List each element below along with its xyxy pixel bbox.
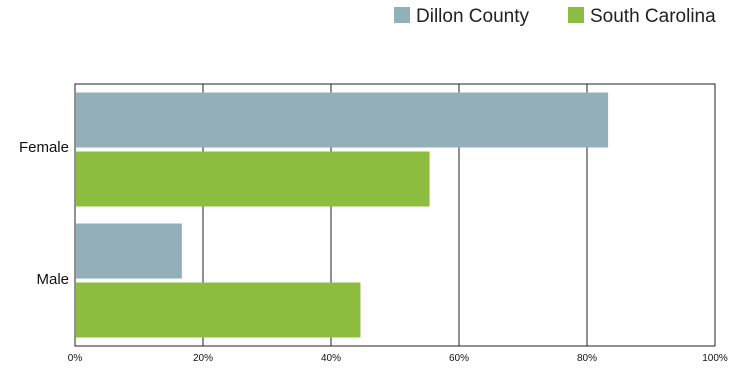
x-tick-label-3: 60% (449, 353, 469, 364)
x-tick-label-0: 0% (68, 353, 83, 364)
legend-swatch-south-carolina (568, 7, 584, 23)
legend-label-south-carolina: South Carolina (590, 6, 716, 27)
x-tick-label-4: 80% (577, 353, 597, 364)
legend-label-dillon-county: Dillon County (416, 6, 529, 27)
bar-male-south-carolina (76, 282, 361, 338)
plot-border (74, 83, 716, 347)
bar-male-dillon-county (76, 223, 182, 279)
legend-swatch-dillon-county (394, 7, 410, 23)
x-tick-label-2: 40% (321, 353, 341, 364)
x-tick-labels: 0% 20% 40% 60% 80% 100% (68, 353, 728, 364)
x-tick-label-1: 20% (193, 353, 213, 364)
legend: Dillon County South Carolina (394, 6, 716, 27)
bars (76, 92, 609, 338)
category-label-female: Female (19, 139, 69, 156)
bar-female-dillon-county (76, 92, 609, 148)
category-labels: Female Male (19, 139, 69, 288)
category-label-male: Male (36, 271, 69, 288)
bar-female-south-carolina (76, 151, 430, 207)
x-tick-label-5: 100% (702, 353, 728, 364)
